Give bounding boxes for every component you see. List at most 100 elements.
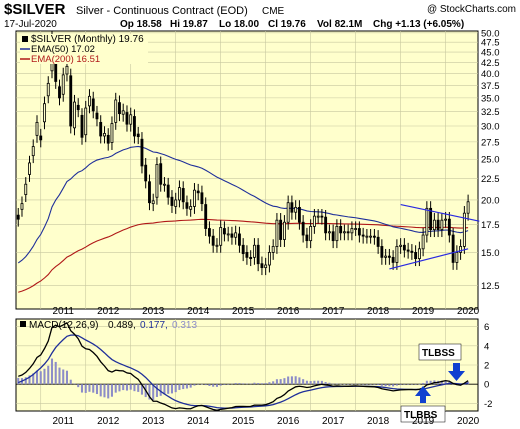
price-bar: [342, 231, 346, 234]
macd-hist-bar: [253, 382, 256, 385]
macd-hist-bar: [230, 383, 233, 385]
price-bar: [376, 236, 380, 247]
macd-x-tick-label: 2017: [322, 416, 345, 427]
macd-hist-bar: [317, 380, 320, 385]
price-x-tick-label: 2011: [52, 306, 74, 317]
macd-hist-bar: [272, 381, 275, 385]
macd-hist-bar: [152, 384, 155, 401]
price-x-axis: 2011 2012 2013 2014 2015 2016 2017 2018 2019 2020: [52, 306, 479, 317]
legend-price: $SILVER (Monthly) 19.76: [31, 34, 144, 45]
macd-x-tick-label: 2015: [232, 416, 255, 427]
macd-x-tick-label: 2018: [367, 416, 390, 427]
price-bar: [384, 255, 388, 258]
price-bar: [305, 234, 309, 242]
price-bar: [402, 244, 406, 251]
macd-hist-bar: [440, 380, 443, 385]
quote-date: 17-Jul-2020: [4, 19, 57, 30]
price-bar: [193, 189, 196, 207]
macd-hist-bar: [174, 384, 177, 393]
price-bar: [219, 227, 223, 246]
macd-hist-bar: [204, 384, 207, 386]
quote-low: Lo 18.00: [219, 19, 259, 30]
macd-hist-bar: [197, 384, 200, 385]
price-bar: [211, 235, 215, 246]
macd-x-axis: 2011 2012 2013 2014 2015 2016 2017 2018 2019 2020: [52, 416, 479, 427]
macd-hist-bar: [28, 375, 31, 385]
macd-hist-bar: [43, 368, 46, 385]
price-bar: [395, 246, 399, 263]
macd-hist-bar: [384, 384, 387, 387]
macd-hist-bar: [332, 383, 335, 385]
macd-hist-bar: [80, 384, 84, 393]
price-bar: [252, 244, 256, 258]
price-bar: [222, 228, 226, 235]
macd-tick-label: 2: [484, 361, 489, 372]
price-bar: [414, 252, 418, 260]
macd-hist-bar: [320, 380, 323, 385]
price-bar: [136, 133, 140, 138]
price-bar: [275, 219, 279, 247]
price-bar: [140, 138, 144, 167]
ema50-line: [17, 145, 469, 264]
macd-hist-bar: [182, 384, 185, 390]
macd-hist-bar: [358, 384, 361, 385]
macd-hist-bar: [88, 384, 91, 392]
contract-description: Silver - Continuous Contract (EOD): [76, 5, 248, 17]
price-bar: [271, 246, 275, 253]
macd-hist-bar: [54, 361, 57, 385]
price-bar: [286, 202, 290, 223]
price-bar: [20, 203, 24, 210]
price-bar: [327, 231, 331, 234]
macd-hist-bar: [50, 358, 54, 385]
price-tick-label: 15.0: [481, 248, 500, 259]
price-x-tick-label: 2017: [322, 306, 345, 317]
macd-hist-bar: [373, 384, 376, 385]
macd-hist-bar: [103, 384, 106, 398]
macd-hist-bar: [148, 384, 151, 400]
price-x-tick-label: 2019: [412, 306, 435, 317]
price-bar: [455, 252, 459, 263]
price-bar: [279, 219, 283, 240]
macd-x-tick-label: 2013: [142, 416, 165, 427]
macd-tick-label: -2: [484, 399, 492, 410]
macd-hist-bar: [343, 384, 346, 385]
macd-hist-bar: [129, 384, 132, 390]
price-bar: [215, 244, 219, 247]
quote-high: Hi 19.87: [170, 19, 208, 30]
price-bar: [357, 228, 361, 236]
price-bar: [320, 215, 324, 218]
macd-hist-bar: [125, 384, 129, 391]
watermark: @ StockCharts.com: [427, 4, 516, 15]
price-bar: [181, 188, 185, 203]
macd-hist-bar: [444, 380, 447, 385]
tlbbs-annotation: TLBBS: [400, 386, 446, 423]
price-bar: [185, 202, 189, 209]
price-bar: [189, 206, 193, 210]
macd-hist-bar: [305, 380, 308, 385]
price-bar: [365, 235, 369, 238]
price-bar: [76, 104, 80, 111]
macd-hist-bar: [69, 379, 72, 385]
macd-hist-bar: [388, 384, 391, 387]
macd-hist-bar: [403, 384, 406, 385]
macd-hist-bar: [380, 384, 383, 386]
macd-hist-bar: [257, 383, 260, 385]
macd-hist-bar: [302, 379, 305, 385]
macd-hist-bar: [313, 380, 316, 385]
price-bar: [331, 231, 335, 242]
price-bar: [264, 264, 268, 269]
price-bar: [335, 226, 339, 242]
macd-hist-bar: [73, 383, 76, 385]
price-bar: [43, 103, 46, 123]
price-tick-label: 50.0: [481, 28, 500, 39]
price-bar: [178, 187, 181, 201]
macd-hist-bar: [467, 381, 470, 385]
price-bar: [309, 226, 313, 242]
macd-signal-value: 0.177,: [140, 320, 168, 331]
macd-hist-bar: [369, 384, 372, 385]
price-bars: [16, 30, 470, 276]
macd-lines: [18, 321, 469, 411]
price-bar: [99, 121, 103, 137]
price-bar: [103, 133, 106, 137]
